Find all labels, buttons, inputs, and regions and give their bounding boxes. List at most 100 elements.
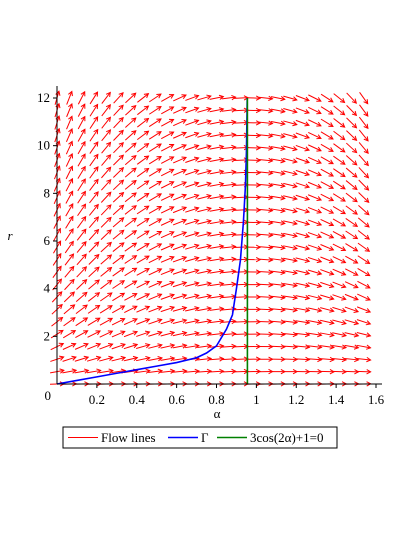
flow-arrow [295, 369, 311, 375]
flow-arrow [197, 293, 213, 299]
flow-arrow [209, 206, 225, 213]
flow-arrow [124, 242, 138, 252]
flow-arrow [358, 192, 370, 203]
flow-arrow [76, 240, 87, 253]
flow-arrow [173, 94, 187, 102]
flow-arrow [137, 130, 150, 141]
flow-arrow [160, 143, 175, 152]
flow-arrow [344, 281, 359, 289]
flow-arrow [295, 107, 310, 115]
flow-arrow [197, 243, 212, 250]
flow-arrow [185, 106, 200, 114]
flow-arrow [307, 356, 323, 363]
flow-arrow [234, 107, 250, 113]
flow-arrow [283, 232, 298, 239]
flow-arrow [332, 332, 347, 338]
flow-arrow [160, 280, 175, 288]
flow-arrow [136, 330, 151, 337]
flow-arrow [357, 217, 370, 228]
flow-arrow [100, 216, 112, 228]
flow-arrow [345, 218, 359, 227]
flow-arrow [136, 293, 151, 301]
flow-arrow [124, 167, 137, 178]
flow-arrow [197, 306, 213, 312]
flow-arrow [62, 330, 77, 339]
flow-arrow [221, 294, 237, 300]
flow-arrow [185, 94, 200, 101]
flow-arrow [100, 292, 113, 302]
flow-arrow [89, 191, 99, 204]
flow-arrow [333, 105, 346, 116]
flow-arrow [319, 332, 335, 338]
flow-arrow [270, 344, 286, 350]
flow-arrow [332, 306, 347, 313]
flow-arrow [332, 193, 346, 202]
flow-arrow [136, 192, 150, 202]
flow-arrow [136, 180, 150, 190]
flow-arrow [221, 244, 237, 250]
flow-arrow [332, 281, 347, 289]
flow-arrow [124, 192, 137, 203]
flow-arrow [333, 143, 346, 153]
flow-arrow [172, 318, 188, 325]
flow-arrow [112, 292, 126, 302]
flow-arrow [137, 117, 150, 128]
flow-arrow [124, 230, 138, 240]
flow-arrow [258, 157, 274, 164]
flow-arrow [332, 268, 347, 276]
flow-arrow [209, 181, 225, 187]
flow-arrow [307, 294, 323, 301]
flow-arrow [234, 95, 250, 101]
flow-arrow [307, 244, 323, 251]
flow-arrow [209, 281, 225, 287]
flow-arrow [66, 102, 73, 118]
flow-arrow [111, 317, 126, 326]
flow-arrow [283, 269, 298, 276]
flow-arrow [112, 267, 125, 277]
flow-arrow [65, 177, 74, 192]
flow-arrow [148, 280, 163, 288]
flow-arrow [295, 269, 311, 276]
flow-arrow [221, 343, 237, 349]
flow-arrow [307, 231, 323, 239]
flow-arrow [89, 178, 99, 191]
flow-arrow [270, 108, 286, 114]
flow-arrow [124, 280, 138, 289]
flow-arrow [88, 241, 100, 253]
flow-arrow [148, 143, 162, 152]
flow-arrow [295, 157, 311, 164]
flow-arrow [258, 282, 274, 288]
flow-arrow [160, 193, 175, 201]
flow-arrow [100, 241, 112, 253]
flow-arrow [258, 95, 274, 101]
flow-arrow [344, 344, 360, 350]
flow-arrow [320, 131, 334, 140]
flow-arrow [124, 293, 138, 301]
y-tick-label: 10 [37, 138, 50, 153]
flow-arrow [295, 331, 311, 338]
flow-arrow [65, 190, 74, 204]
flow-arrow [270, 245, 286, 251]
flow-arrow [185, 268, 200, 275]
flow-arrow [307, 219, 323, 227]
flow-arrow [87, 304, 101, 314]
flow-arrow [209, 219, 225, 225]
flow-arrow [320, 244, 335, 251]
flow-arrow [160, 268, 175, 276]
flow-arrow [65, 140, 74, 155]
flow-arrow [136, 167, 150, 178]
flow-arrow [148, 255, 163, 264]
flow-arrow [308, 144, 322, 152]
flow-arrow [283, 344, 299, 350]
flow-arrow [209, 356, 225, 362]
flow-arrow [221, 144, 237, 151]
flow-arrow [148, 193, 163, 202]
flow-arrow [246, 343, 262, 350]
flow-arrow [101, 141, 112, 154]
flow-arrow [221, 318, 237, 325]
flow-arrow [124, 267, 138, 277]
gamma-curve [56, 97, 249, 385]
flow-arrow [112, 217, 125, 228]
flow-arrow [332, 218, 347, 227]
flow-arrow [185, 231, 200, 238]
